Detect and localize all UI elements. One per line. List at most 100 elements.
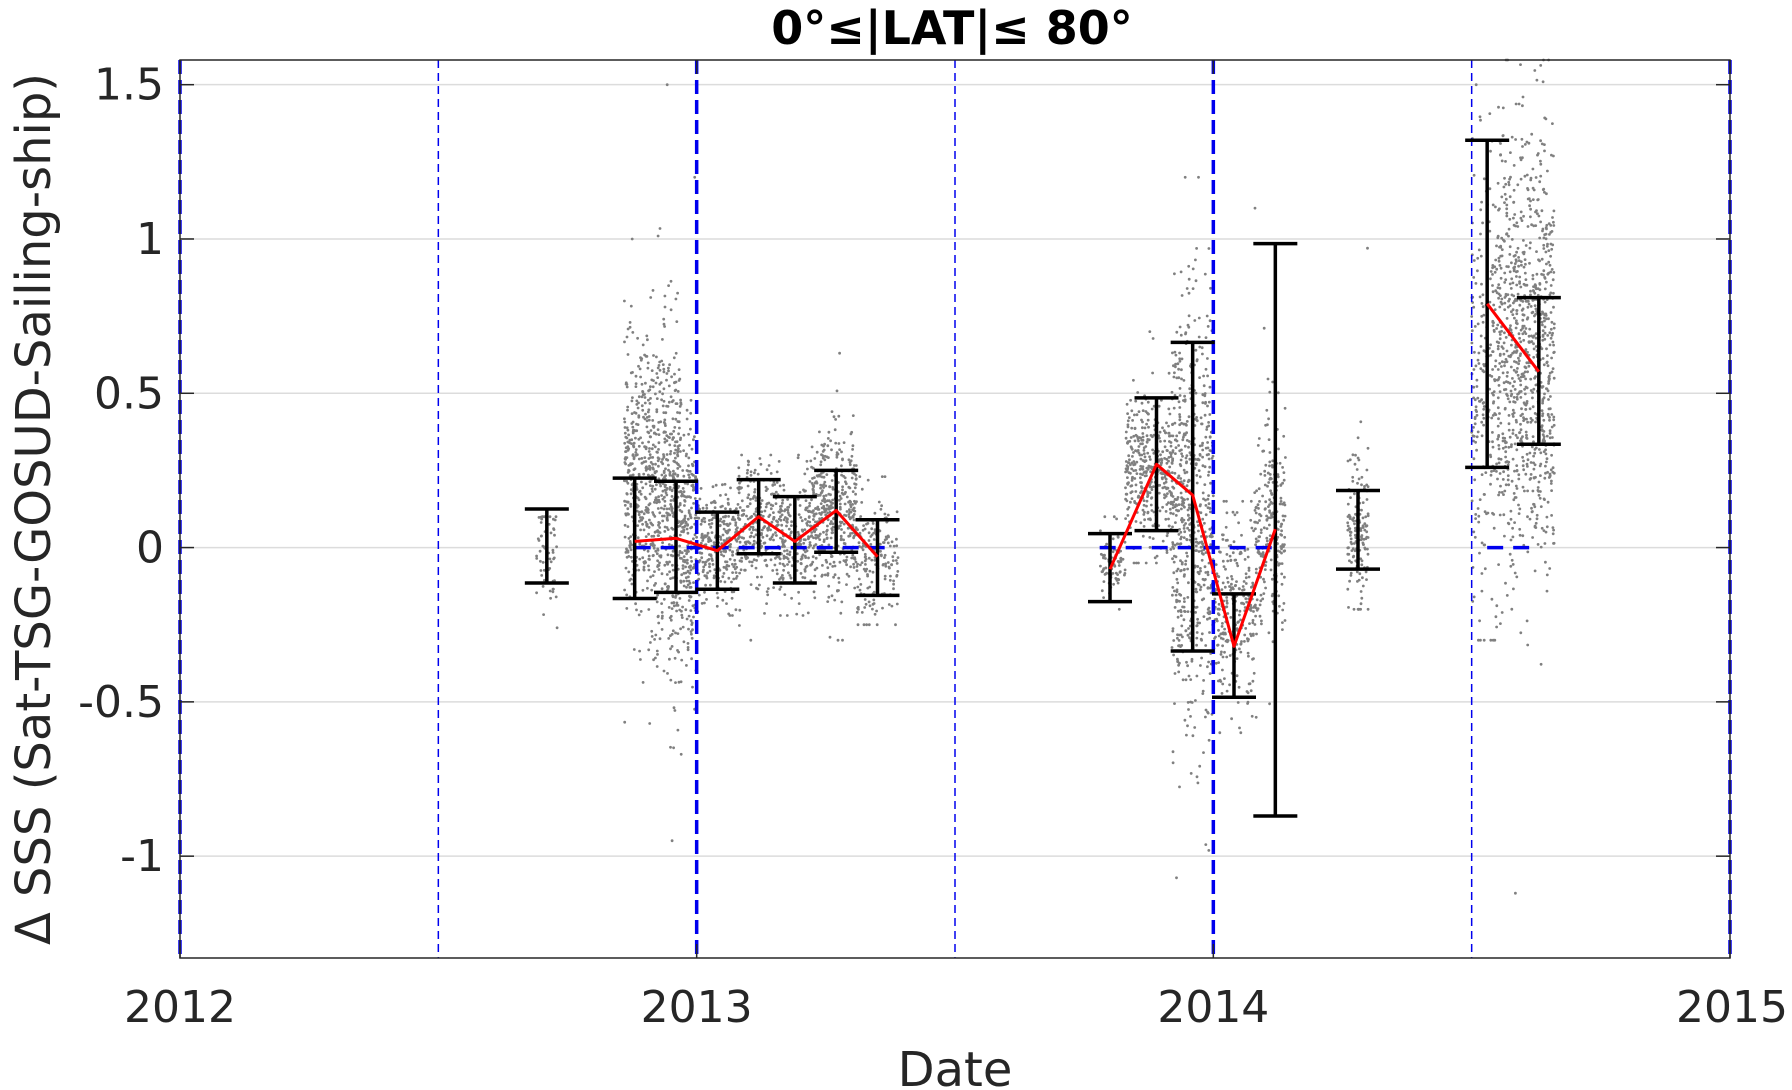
raw-data-point xyxy=(647,564,650,568)
raw-data-point xyxy=(1116,581,1120,585)
raw-data-point xyxy=(1199,664,1202,667)
raw-data-point xyxy=(1183,600,1186,603)
raw-data-point xyxy=(1517,503,1520,507)
raw-data-point xyxy=(681,564,685,567)
raw-data-point xyxy=(627,433,630,437)
raw-data-point xyxy=(703,563,707,567)
raw-data-point xyxy=(1185,420,1189,423)
raw-data-point xyxy=(630,515,634,519)
raw-data-point xyxy=(1197,469,1201,472)
raw-data-point xyxy=(1484,471,1488,474)
raw-data-point xyxy=(831,506,834,509)
raw-data-point xyxy=(1168,440,1171,443)
raw-data-point xyxy=(1270,493,1274,496)
raw-data-point xyxy=(1200,656,1203,660)
raw-data-point xyxy=(782,518,786,522)
raw-data-point xyxy=(801,576,805,579)
raw-data-point xyxy=(1199,569,1202,573)
raw-data-point xyxy=(1357,458,1361,462)
raw-data-point xyxy=(1470,341,1474,345)
raw-data-point xyxy=(835,389,839,393)
raw-data-point xyxy=(866,522,870,525)
raw-data-point xyxy=(1280,562,1284,565)
raw-data-point xyxy=(1350,549,1354,552)
raw-data-point xyxy=(781,538,784,542)
raw-data-point xyxy=(1147,465,1151,469)
raw-data-point xyxy=(1552,326,1556,330)
raw-data-point xyxy=(1249,689,1253,693)
raw-data-point xyxy=(1519,352,1522,356)
raw-data-point xyxy=(1171,750,1175,754)
raw-data-point xyxy=(677,368,681,371)
raw-data-point xyxy=(625,492,629,496)
raw-data-point xyxy=(840,528,843,531)
raw-data-point xyxy=(1187,478,1191,482)
raw-data-point xyxy=(1481,413,1485,417)
raw-data-point xyxy=(663,418,667,422)
raw-data-point xyxy=(1176,633,1179,637)
raw-data-point xyxy=(1513,380,1516,383)
raw-data-point xyxy=(1157,468,1161,472)
raw-data-point xyxy=(841,638,844,642)
raw-data-point xyxy=(1493,379,1497,383)
raw-data-point xyxy=(1346,459,1350,463)
raw-data-point xyxy=(731,553,734,557)
raw-data-point xyxy=(1480,473,1484,476)
raw-data-point xyxy=(1551,466,1555,470)
raw-data-point xyxy=(764,485,768,489)
raw-data-point xyxy=(1149,434,1153,437)
raw-data-point xyxy=(1497,292,1501,296)
raw-data-point xyxy=(1146,490,1149,494)
raw-data-point xyxy=(643,456,647,459)
raw-data-point xyxy=(856,585,860,589)
raw-data-point xyxy=(1517,359,1521,363)
raw-data-point xyxy=(1173,394,1177,397)
raw-data-point xyxy=(1550,153,1553,157)
raw-data-point xyxy=(1365,578,1368,581)
raw-data-point xyxy=(1246,555,1250,559)
raw-data-point xyxy=(1526,350,1529,354)
raw-data-point xyxy=(1178,394,1182,397)
raw-data-point xyxy=(804,556,808,559)
raw-data-point xyxy=(689,556,693,559)
raw-data-point xyxy=(744,555,747,558)
raw-data-point xyxy=(872,538,876,541)
raw-data-point xyxy=(663,440,667,444)
raw-data-point xyxy=(642,565,646,569)
raw-data-point xyxy=(1204,513,1208,517)
raw-data-point xyxy=(746,484,750,488)
raw-data-point xyxy=(1257,487,1261,491)
raw-data-point xyxy=(1541,335,1545,338)
raw-data-point xyxy=(1532,342,1535,346)
raw-data-point xyxy=(711,559,714,562)
raw-data-point xyxy=(823,573,827,577)
raw-data-point xyxy=(823,458,827,462)
raw-data-point xyxy=(542,545,546,549)
raw-data-point xyxy=(797,602,801,605)
raw-data-point xyxy=(1491,264,1495,267)
raw-data-point xyxy=(834,441,838,445)
raw-data-point xyxy=(799,562,803,566)
raw-data-point xyxy=(658,561,661,565)
raw-data-point xyxy=(703,520,707,524)
raw-data-point xyxy=(1184,678,1188,682)
raw-data-point xyxy=(623,426,627,429)
raw-data-point xyxy=(767,501,771,505)
raw-data-point xyxy=(1540,142,1544,146)
raw-data-point xyxy=(1099,564,1102,568)
raw-data-point xyxy=(1365,524,1369,528)
raw-data-point xyxy=(1222,632,1226,636)
raw-data-point xyxy=(1552,322,1556,326)
raw-data-point xyxy=(1191,734,1195,738)
raw-data-point xyxy=(660,506,663,510)
raw-data-point xyxy=(1348,527,1351,531)
raw-data-point xyxy=(686,517,690,521)
raw-data-point xyxy=(1134,399,1138,403)
raw-data-point xyxy=(1222,565,1226,568)
raw-data-point xyxy=(839,497,843,500)
raw-data-point xyxy=(1129,500,1132,504)
raw-data-point xyxy=(1280,547,1283,551)
raw-data-point xyxy=(1507,180,1511,184)
raw-data-point xyxy=(822,530,825,534)
raw-data-point xyxy=(680,609,683,613)
